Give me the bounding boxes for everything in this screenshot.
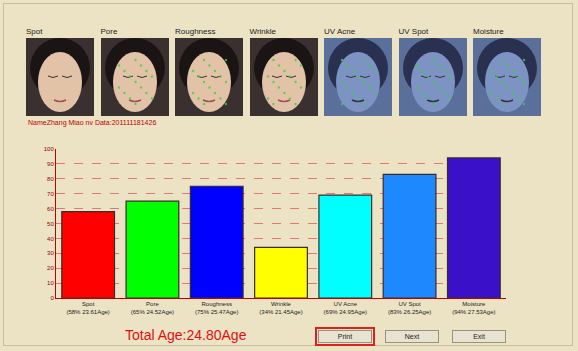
svg-text:50: 50 — [47, 221, 54, 227]
svg-text:UV Spot(83% 26.25Age): UV Spot(83% 26.25Age) — [388, 301, 431, 315]
html-text:Pore: Pore — [100, 27, 118, 36]
html-text:Moisture: Moisture — [473, 27, 504, 36]
svg-text:Moisture(94% 27.53Age): Moisture(94% 27.53Age) — [452, 301, 495, 315]
html-text:Total Age:24.80Age: Total Age:24.80Age — [125, 327, 247, 343]
svg-text:10: 10 — [47, 280, 54, 286]
svg-text:70: 70 — [47, 191, 54, 197]
svg-text:UV Acne(69% 24.95Age): UV Acne(69% 24.95Age) — [324, 301, 367, 315]
svg-text:Roughness(75% 25.47Age): Roughness(75% 25.47Age) — [195, 301, 238, 315]
html-text:UV Acne: UV Acne — [324, 27, 356, 36]
html-text:Next: Next — [404, 333, 420, 340]
svg-text:Wrinkle(34% 21.45Age): Wrinkle(34% 21.45Age) — [259, 301, 302, 315]
svg-text:20: 20 — [47, 265, 54, 271]
html-text:Wrinkle: Wrinkle — [249, 27, 276, 36]
svg-text:40: 40 — [47, 236, 54, 242]
svg-text:100: 100 — [44, 146, 55, 152]
html-text:Exit: Exit — [473, 333, 485, 340]
svg-text:80: 80 — [47, 176, 54, 182]
html-text:Spot: Spot — [26, 27, 43, 36]
html-text:Print: Print — [337, 333, 353, 340]
html-text:UV Spot: UV Spot — [398, 27, 429, 36]
html-text:NameZhang Miao nv Data:2011111: NameZhang Miao nv Data:201111181426 — [28, 119, 157, 126]
svg-text:0: 0 — [50, 295, 54, 301]
svg-text:30: 30 — [47, 250, 54, 256]
html-text:Roughness: Roughness — [175, 27, 216, 36]
svg-text:90: 90 — [47, 161, 54, 167]
svg-text:60: 60 — [47, 206, 54, 212]
svg-text:Pore(65% 24.52Age): Pore(65% 24.52Age) — [131, 301, 174, 315]
svg-text:Spot(58% 23.61Age): Spot(58% 23.61Age) — [66, 301, 109, 315]
